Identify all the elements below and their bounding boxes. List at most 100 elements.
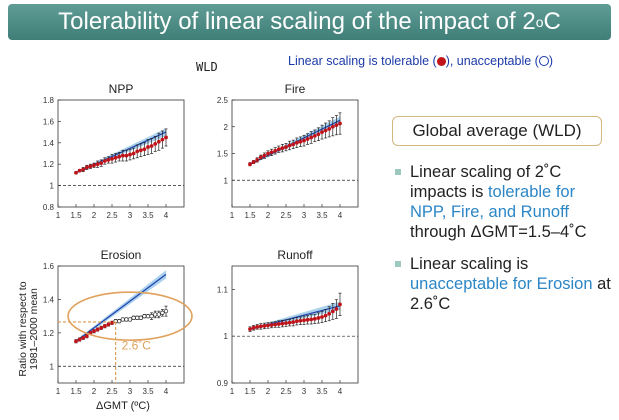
runoff-data-point — [273, 322, 278, 327]
erosion-xtick-label: 1.5 — [70, 387, 82, 396]
runoff-data-point — [338, 302, 342, 307]
npp-data-point — [164, 135, 168, 140]
npp-ytick-label: 1.4 — [43, 139, 55, 148]
bullet1-highlight: tolerable for NPP, Fire, and Runoff — [410, 183, 576, 221]
fire-data-point — [287, 143, 292, 148]
erosion-ytick-label: 1.6 — [43, 262, 55, 271]
erosion-data-point-open — [156, 312, 161, 317]
runoff-xtick-label: 4 — [338, 387, 343, 396]
fire-data-point — [276, 147, 281, 152]
npp-xtick-label: 1.5 — [70, 211, 82, 220]
erosion-scaling-line — [75, 273, 167, 342]
fire-data-point — [327, 126, 332, 131]
fire-data-point — [280, 146, 285, 151]
legend-text-c: ) — [548, 54, 553, 68]
runoff-data-point — [323, 313, 328, 318]
runoff-data-point — [298, 318, 303, 323]
bullet2-text-b: at 2.6˚C — [410, 275, 611, 313]
runoff-data-point — [276, 322, 281, 326]
figure-label: WLD — [196, 60, 218, 74]
bullet-unacceptable: Linear scaling is unacceptable for Erosi… — [392, 254, 614, 314]
erosion-data-point — [110, 320, 114, 325]
npp-data-point — [81, 167, 86, 172]
npp-data-point — [142, 147, 147, 152]
fire-data-point — [248, 162, 252, 167]
runoff-data-point — [320, 315, 324, 319]
fire-xtick-label: 1 — [230, 211, 235, 220]
npp-xtick-label: 1 — [56, 211, 61, 220]
runoff-data-point — [312, 316, 317, 321]
fire-data-point — [302, 138, 306, 143]
runoff-data-point — [334, 307, 339, 311]
summary-box-title: Global average (WLD) — [392, 116, 602, 146]
erosion-data-point-open — [131, 315, 136, 320]
erosion-data-point-open — [138, 315, 143, 320]
fire-data-point — [312, 133, 317, 138]
bullet-tolerable: Linear scaling of 2˚C impacts is tolerab… — [392, 162, 614, 242]
erosion-xtick-label: 1 — [56, 387, 61, 396]
npp-ytick-label: 1.2 — [43, 160, 55, 169]
erosion-data-point-open — [142, 313, 147, 319]
erosion-ytick-label: 1.4 — [43, 295, 55, 304]
fire-data-point — [284, 145, 288, 149]
erosion-data-point-open — [153, 312, 158, 317]
erosion-ytick-label: 1.2 — [43, 329, 55, 338]
title-unit: C — [543, 8, 561, 35]
fire-data-point — [323, 128, 328, 133]
npp-data-point — [117, 154, 122, 159]
runoff-data-point — [309, 317, 314, 322]
npp-data-point — [128, 152, 132, 157]
fire-xtick-label: 4 — [338, 211, 343, 220]
fire-xtick-label: 2.5 — [280, 211, 292, 220]
fire-data-point — [294, 140, 299, 145]
title-bar: Tolerability of linear scaling of the im… — [8, 4, 611, 40]
summary-bullets: Linear scaling of 2˚C impacts is tolerab… — [392, 162, 614, 326]
page-title: Tolerability of linear scaling of the im… — [58, 8, 536, 35]
ylabel-line2: 1981–2000 mean — [28, 288, 40, 370]
shared-ylabel: Ratio with respect to 1981–2000 mean — [17, 274, 40, 384]
erosion-data-point — [77, 337, 82, 342]
erosion-data-point-open — [120, 317, 125, 322]
npp-data-point — [131, 151, 136, 156]
fire-data-point — [316, 132, 321, 137]
fire-ytick-label: 1.5 — [217, 150, 229, 159]
runoff-data-point — [291, 320, 296, 325]
fire-data-point — [291, 142, 296, 147]
fire-data-point — [269, 150, 274, 155]
npp-data-point — [138, 148, 143, 153]
fire-ytick-label: 2 — [224, 123, 229, 132]
erosion-frame — [57, 265, 185, 384]
npp-data-point — [99, 161, 104, 166]
erosion-data-point — [99, 325, 104, 330]
fire-data-point — [273, 148, 278, 153]
runoff-xtick-label: 3.5 — [316, 387, 328, 396]
fire-ytick-label: 2.5 — [217, 96, 229, 105]
erosion-ytick-label: 1 — [50, 362, 55, 371]
fire-xtick-label: 3.5 — [316, 211, 328, 220]
runoff-ytick-label: 0.9 — [217, 379, 229, 388]
runoff-data-point — [251, 325, 256, 330]
bullet1-text-b: through ΔGMT=1.5–4˚C — [410, 223, 587, 241]
npp-data-point — [102, 159, 107, 163]
fire-data-point — [338, 121, 342, 126]
runoff-data-point — [330, 309, 335, 314]
runoff-data-point — [258, 324, 263, 329]
runoff-data-point — [269, 323, 274, 327]
runoff-frame — [231, 265, 359, 384]
npp-ytick-label: 1.6 — [43, 117, 55, 126]
runoff-data-point — [302, 318, 306, 323]
runoff-data-point — [305, 317, 310, 322]
npp-data-point — [77, 168, 82, 173]
shared-xlabel: ΔGMT (ºC) — [96, 400, 150, 412]
fire-ytick-label: 1 — [224, 176, 229, 185]
fire-data-point — [262, 153, 267, 158]
runoff-xtick-label: 3 — [302, 387, 307, 396]
npp-title: NPP — [109, 82, 134, 96]
npp-xtick-label: 4 — [164, 211, 169, 220]
erosion-data-point — [106, 322, 111, 327]
npp-xtick-label: 3.5 — [142, 211, 154, 220]
erosion-data-point — [102, 324, 107, 329]
npp-xtick-label: 3 — [128, 211, 133, 220]
runoff-data-point — [287, 320, 292, 325]
